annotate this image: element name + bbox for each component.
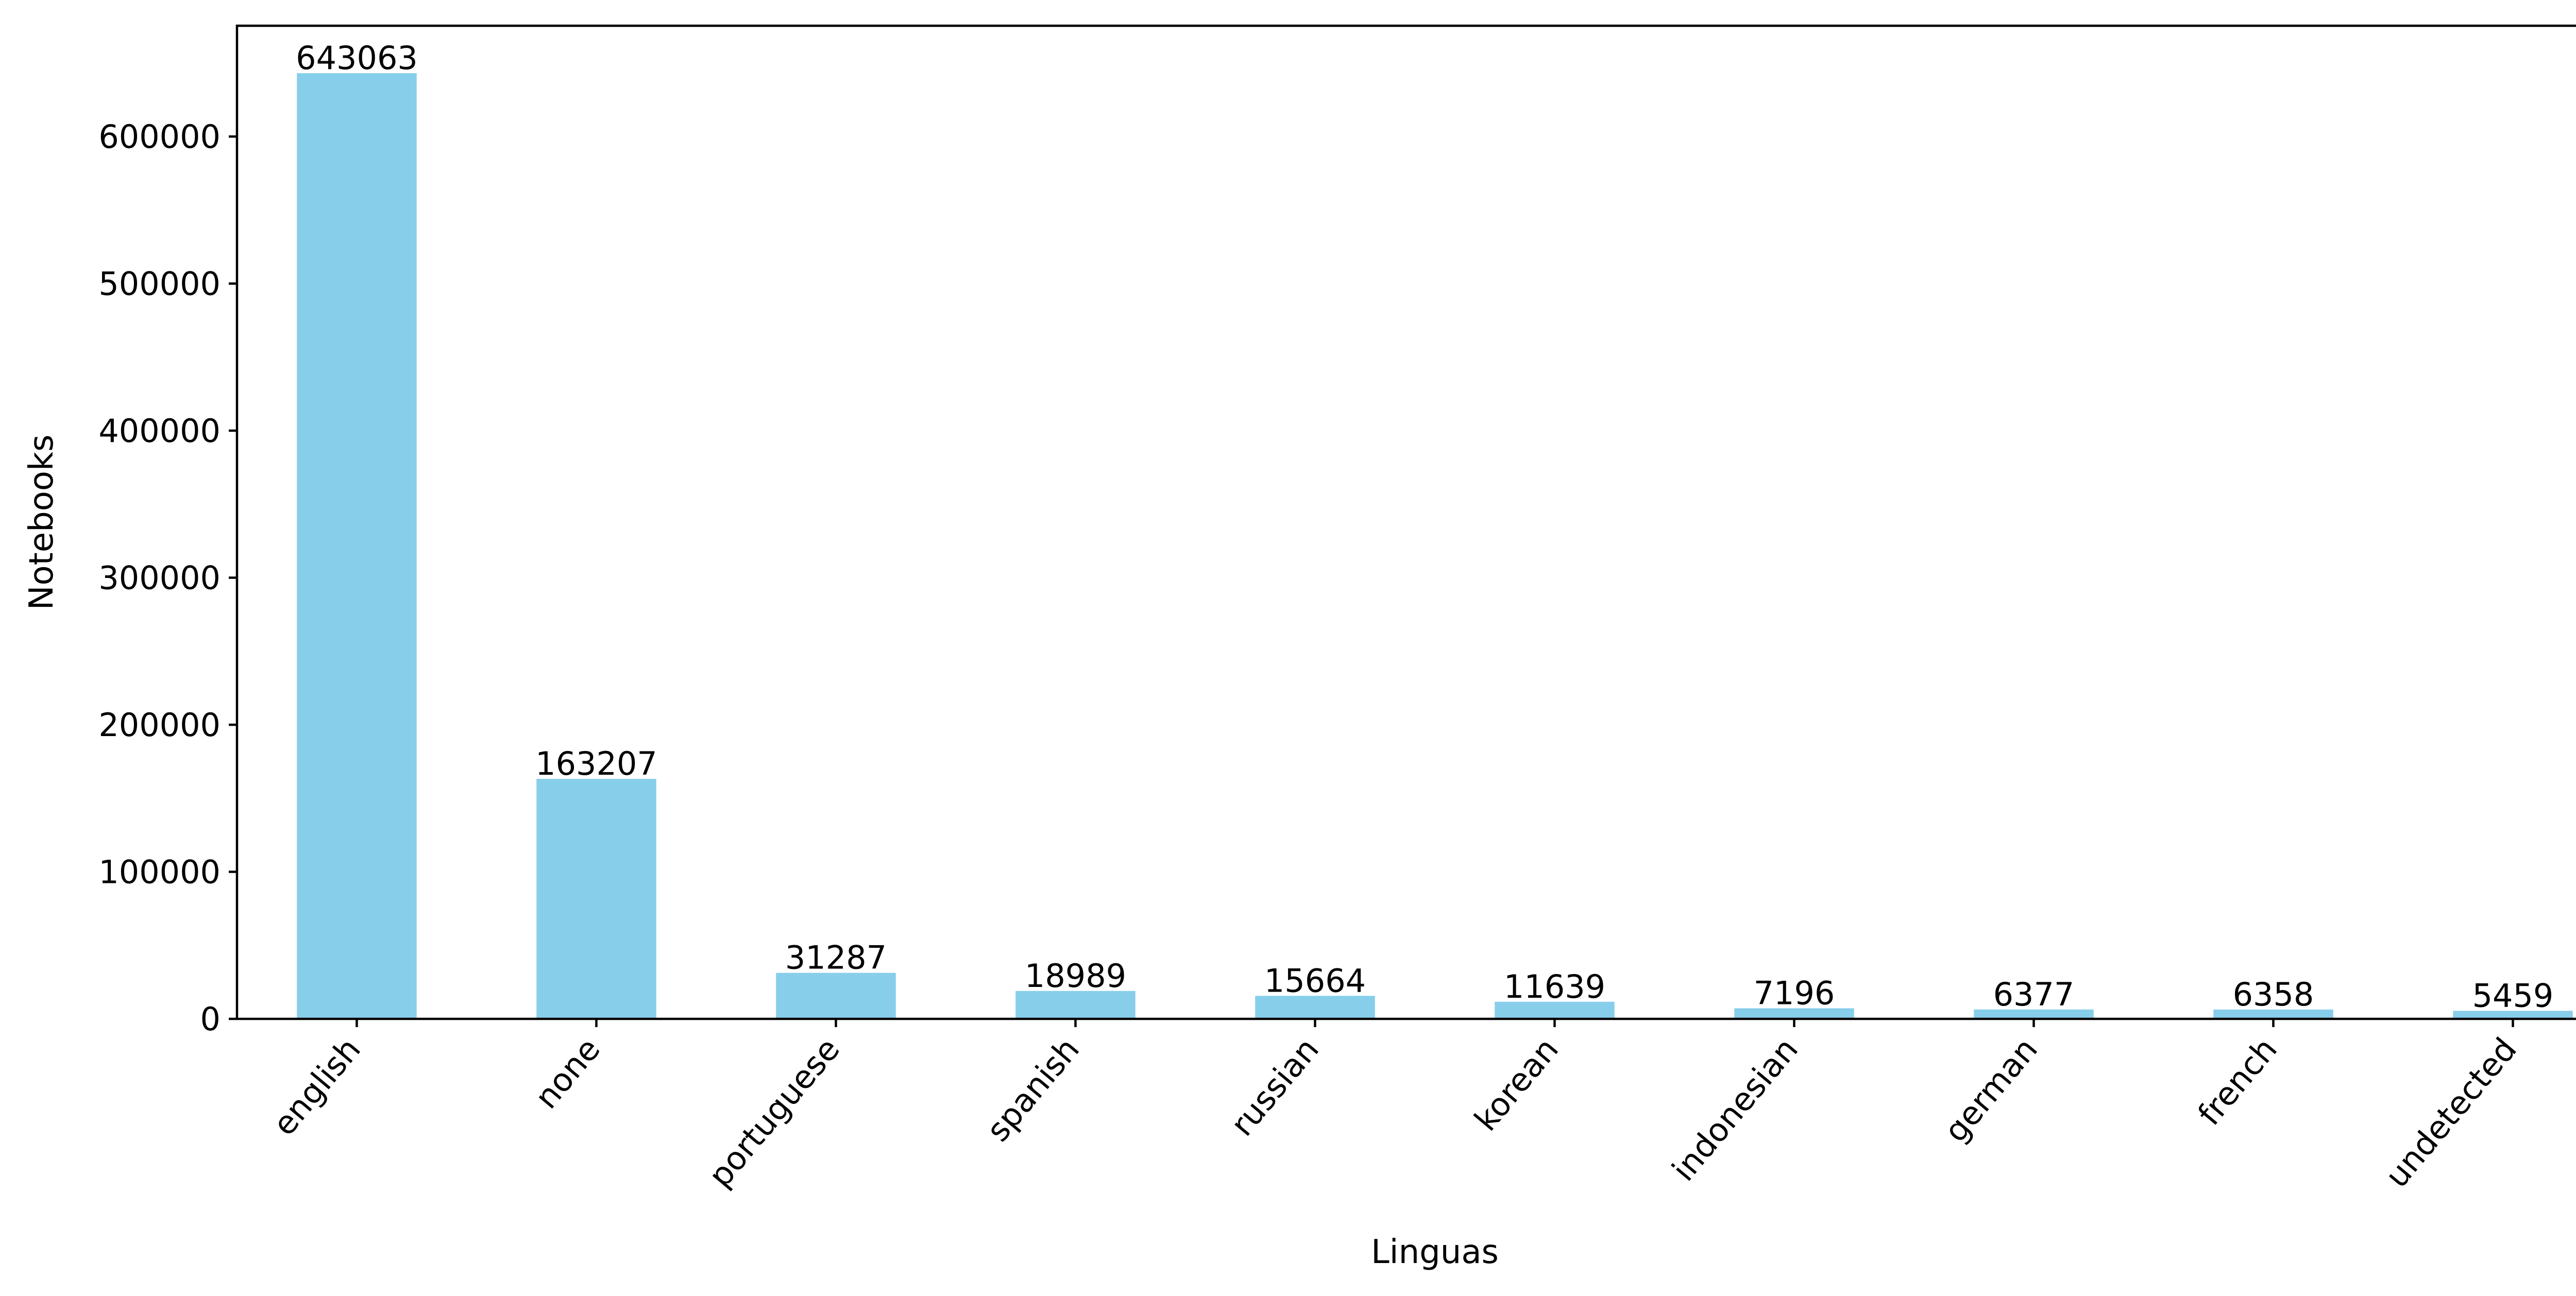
bar-german [1974,1009,2094,1019]
data-label-german: 6377 [1993,976,2075,1013]
data-label-none: 163207 [535,745,657,782]
y-tick-label: 400000 [98,412,221,450]
data-label-portuguese: 31287 [785,939,887,977]
bar-korean [1495,1001,1615,1019]
y-tick-label: 200000 [98,706,221,744]
axes-frame [235,24,2576,1020]
y-tick-label: 500000 [98,265,221,303]
bar-indonesian [1734,1008,1854,1019]
y-axis-label: Notebooks [23,435,61,610]
data-labels-group: 643063 163207 31287 18989 15664 11639 7196 6377… [296,39,2553,1014]
bar-russian [1255,996,1375,1019]
data-label-french: 6358 [2233,976,2314,1013]
bar-french [2213,1009,2333,1019]
y-tick-label: 0 [200,1000,221,1038]
data-label-spanish: 18989 [1025,957,1126,995]
data-label-korean: 11639 [1504,968,1605,1005]
y-tick-label: 600000 [98,118,221,156]
bar-spanish [1015,991,1136,1019]
bar-english [297,73,417,1019]
data-label-undetected: 5459 [2472,977,2554,1014]
data-label-english: 643063 [296,39,418,77]
y-axis-ticks: 0 100000 200000 300000 400000 500000 600000 [98,118,237,1038]
bar-portuguese [776,973,896,1019]
y-tick-label: 100000 [98,854,221,891]
data-label-indonesian: 7196 [1754,974,1835,1012]
bars-group [297,73,2573,1019]
x-axis-label: Linguas [1371,1233,1499,1271]
y-tick-label: 300000 [98,559,221,597]
data-label-russian: 15664 [1264,962,1366,999]
bar-undetected [2453,1011,2573,1019]
bar-none [536,779,656,1019]
